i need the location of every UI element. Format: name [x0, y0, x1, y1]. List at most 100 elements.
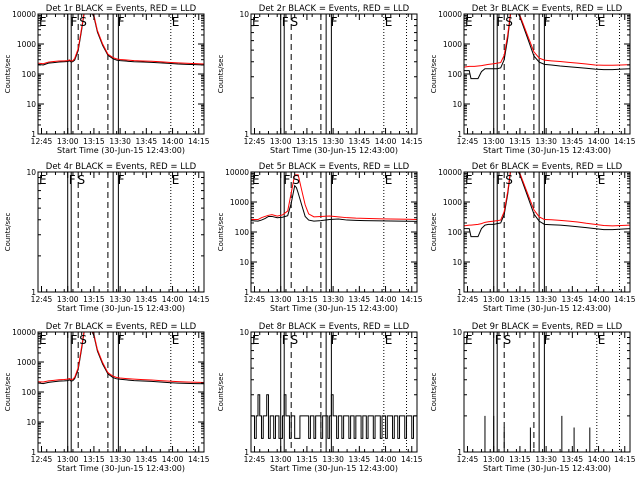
y-tick-label: 1 — [31, 448, 36, 457]
y-axis-label: Counts/sec — [217, 55, 225, 94]
x-tick-label: 13:00 — [270, 137, 292, 146]
x-tick-label: 13:45 — [562, 295, 584, 304]
phase-marker-f: F — [69, 173, 76, 187]
plot-frame — [250, 13, 418, 135]
phase-marker-s: S — [505, 173, 513, 187]
y-tick-label: 10000 — [12, 10, 36, 19]
x-tick-label: 12:45 — [31, 455, 53, 464]
chart-title: Det 1r BLACK = Events, RED = LLD — [46, 4, 197, 14]
y-tick-label: 10000 — [12, 328, 36, 337]
phase-marker-s: S — [79, 15, 87, 29]
x-tick-label: 13:45 — [136, 137, 158, 146]
x-tick-label: 14:00 — [588, 137, 610, 146]
series-line-events — [464, 172, 630, 238]
phase-marker-e: E — [465, 333, 473, 347]
x-tick-label: 13:15 — [83, 455, 105, 464]
y-tick-label: 1 — [457, 130, 462, 139]
series-line-lld — [38, 14, 204, 65]
x-tick-label: 13:45 — [136, 295, 158, 304]
x-tick-label: 14:15 — [614, 295, 636, 304]
y-tick-label: 1000 — [443, 40, 462, 49]
plot-frame — [463, 171, 631, 293]
y-tick-label: 1000 — [17, 358, 36, 367]
x-axis-label: Start Time (30-Jun-15 12:43:00) — [57, 146, 185, 155]
y-axis-label: Counts/sec — [217, 373, 225, 412]
x-tick-label: 13:30 — [535, 295, 557, 304]
x-axis-label: Start Time (30-Jun-15 12:43:00) — [270, 304, 398, 313]
y-tick-label: 100 — [448, 228, 463, 237]
phase-marker-e: E — [39, 173, 47, 187]
x-tick-label: 14:00 — [588, 295, 610, 304]
phase-marker-e: E — [598, 333, 606, 347]
chart-data-layer — [464, 14, 630, 134]
y-tick-label: 10 — [239, 10, 249, 19]
phase-marker-f: F — [544, 333, 551, 347]
plot-frame — [37, 331, 205, 453]
phase-marker-f: F — [118, 173, 125, 187]
series-line-lld — [251, 174, 417, 221]
y-tick-label: 100 — [22, 388, 37, 397]
phase-marker-s: S — [79, 333, 87, 347]
phase-marker-f: F — [70, 15, 77, 29]
x-tick-label: 13:30 — [322, 137, 344, 146]
x-tick-label: 12:45 — [31, 137, 53, 146]
x-tick-label: 13:45 — [349, 455, 371, 464]
chart-title: Det 8r BLACK = Events, RED = LLD — [259, 322, 410, 332]
x-axis-label: Start Time (30-Jun-15 12:43:00) — [483, 146, 611, 155]
phase-marker-e: E — [598, 173, 606, 187]
x-tick-label: 14:15 — [401, 455, 423, 464]
x-tick-label: 13:45 — [349, 295, 371, 304]
plot-frame — [37, 171, 205, 293]
x-tick-label: 13:15 — [83, 295, 105, 304]
chart-title: Det 9r BLACK = Events, RED = LLD — [472, 322, 623, 332]
x-tick-label: 12:45 — [457, 455, 479, 464]
series-line-events — [251, 184, 417, 222]
y-axis-label: Counts/sec — [217, 213, 225, 252]
phase-marker-s: S — [505, 15, 513, 29]
x-tick-label: 13:00 — [270, 455, 292, 464]
y-axis-label: Counts/sec — [4, 373, 12, 412]
phase-marker-s: S — [290, 333, 298, 347]
phase-marker-s: S — [292, 173, 300, 187]
x-tick-label: 13:15 — [83, 137, 105, 146]
x-tick-label: 14:15 — [188, 137, 210, 146]
y-tick-label: 10 — [26, 100, 36, 109]
x-tick-label: 12:45 — [31, 295, 53, 304]
y-axis-label: Counts/sec — [430, 213, 438, 252]
chart-data-layer — [484, 332, 621, 452]
x-tick-label: 13:30 — [535, 455, 557, 464]
x-tick-label: 13:30 — [109, 295, 131, 304]
x-tick-label: 13:15 — [296, 295, 318, 304]
y-tick-label: 10 — [452, 100, 462, 109]
phase-marker-f: F — [496, 173, 503, 187]
chart-data-layer — [251, 332, 417, 452]
y-tick-label: 1 — [244, 130, 249, 139]
x-tick-label: 13:15 — [509, 295, 531, 304]
x-axis-label: Start Time (30-Jun-15 12:43:00) — [57, 304, 185, 313]
phase-marker-f: F — [331, 173, 338, 187]
chart-data-layer — [464, 172, 630, 292]
x-axis-label: Start Time (30-Jun-15 12:43:00) — [270, 464, 398, 473]
phase-marker-e: E — [39, 15, 47, 29]
chart-title: Det 4r BLACK = Events, RED = LLD — [46, 162, 197, 172]
x-tick-label: 14:00 — [375, 455, 397, 464]
phase-marker-e: E — [172, 333, 180, 347]
phase-marker-e: E — [39, 333, 47, 347]
x-tick-label: 13:30 — [322, 455, 344, 464]
phase-marker-e: E — [172, 173, 180, 187]
x-tick-label: 13:30 — [322, 295, 344, 304]
y-tick-label: 10000 — [438, 10, 462, 19]
y-tick-label: 100 — [22, 70, 37, 79]
phase-marker-e: E — [465, 15, 473, 29]
y-axis-label: Counts/sec — [430, 373, 438, 412]
y-tick-label: 10 — [239, 328, 249, 337]
phase-marker-e: E — [385, 15, 393, 29]
phase-marker-f: F — [544, 15, 551, 29]
chart-data-layer — [67, 172, 195, 292]
x-tick-label: 13:30 — [109, 137, 131, 146]
